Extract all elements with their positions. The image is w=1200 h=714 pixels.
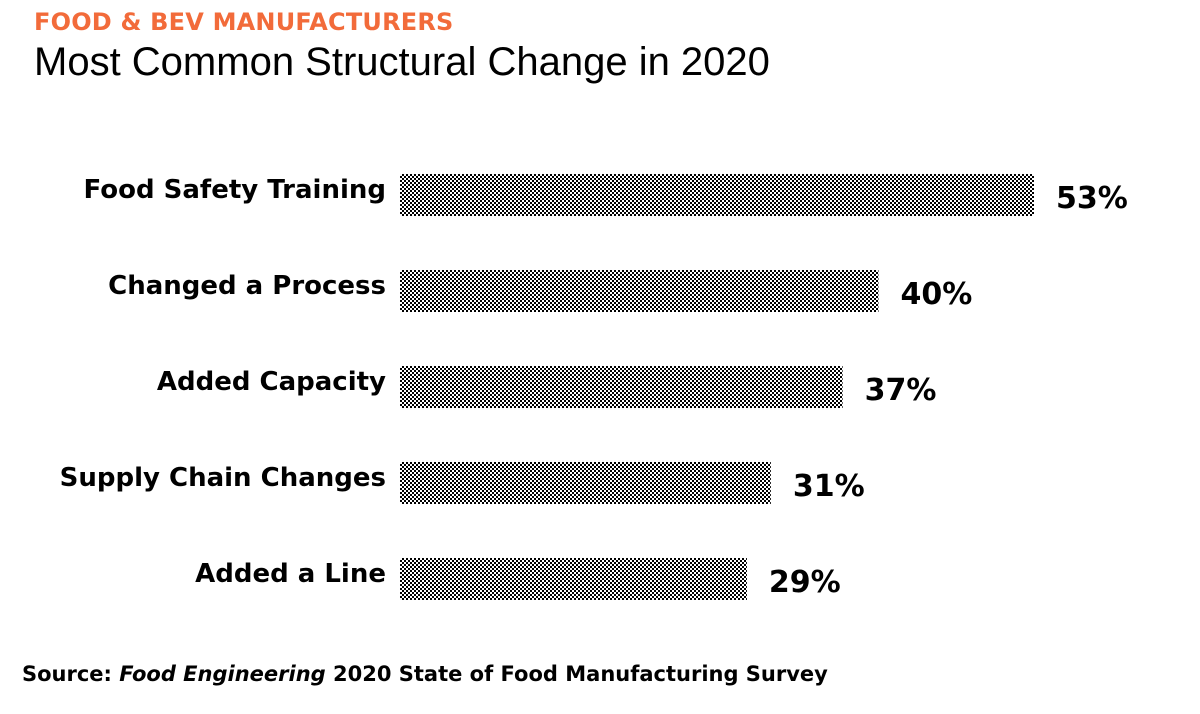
category-label: Added Capacity — [157, 367, 386, 397]
source-publication: Food Engineering — [119, 662, 326, 686]
source-suffix: 2020 State of Food Manufacturing Survey — [325, 662, 828, 686]
source-prefix: Source: — [22, 662, 120, 686]
bars-group: Food Safety Training 53% Changed a Process… — [60, 174, 1128, 600]
value-label: 29% — [769, 565, 841, 600]
value-label: 53% — [1056, 181, 1128, 216]
category-label: Changed a Process — [108, 271, 386, 301]
bar — [400, 174, 1034, 216]
category-label: Food Safety Training — [84, 175, 386, 205]
bar-chart: Food Safety Training 53% Changed a Process… — [60, 174, 1128, 600]
chart-kicker: FOOD & BEV MANUFACTURERS — [34, 8, 454, 36]
source-note: Source: Food Engineering 2020 State of F… — [22, 662, 828, 686]
bar — [400, 558, 747, 600]
category-label: Added a Line — [195, 559, 386, 589]
chart-title: Most Common Structural Change in 2020 — [34, 40, 770, 84]
category-label: Supply Chain Changes — [60, 463, 386, 493]
bar — [400, 366, 843, 408]
value-label: 40% — [900, 277, 972, 312]
bar — [400, 270, 879, 312]
value-label: 37% — [865, 373, 937, 408]
value-label: 31% — [793, 469, 865, 504]
bar — [400, 462, 771, 504]
